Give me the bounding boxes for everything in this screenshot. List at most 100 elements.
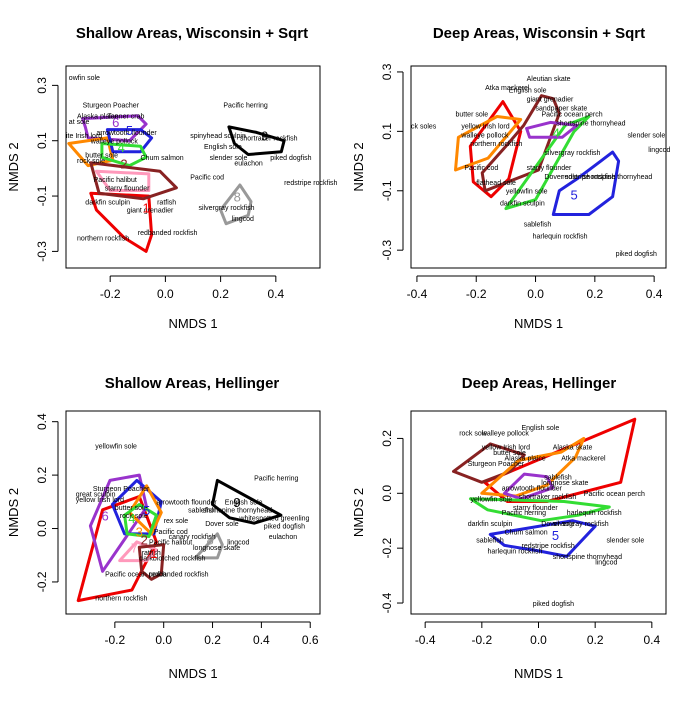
y-axis-label: NMDS 2 — [351, 142, 366, 191]
species-label: butter sole — [493, 450, 526, 457]
x-tick-label: 0.0 — [157, 287, 174, 301]
x-tick-label: 0.6 — [302, 633, 319, 647]
group-number-label: 5 — [570, 188, 577, 203]
species-label: longnose skate — [193, 545, 240, 552]
species-label: arrowtooth flounder — [96, 130, 157, 137]
group-number-label: 4 — [118, 140, 125, 155]
group-number-label: 6 — [101, 509, 108, 524]
y-axis-label: NMDS 2 — [351, 488, 366, 537]
species-label: rex sole — [164, 518, 189, 525]
x-tick-label: -0.2 — [105, 633, 126, 647]
group-hull-6 — [525, 120, 579, 139]
species-label: arrowtooth flounder — [502, 486, 563, 493]
species-label: shortspine thornyhead — [203, 508, 272, 515]
group-number-label: 2 — [141, 533, 148, 548]
x-tick-label: 0.2 — [204, 633, 221, 647]
species-label: Sturgeon Poacher — [468, 461, 525, 468]
plot-frame — [410, 65, 667, 269]
species-label: Atka mackerel — [485, 85, 530, 92]
group-number-label: 3 — [136, 525, 143, 540]
species-label: butter sole — [85, 152, 118, 159]
group-hull-3 — [480, 94, 561, 193]
species-label: shortraker rockfish — [240, 136, 298, 143]
x-tick-label: 0.2 — [212, 287, 229, 301]
species-label: rock sole — [459, 431, 487, 438]
species-label: butter sole — [115, 505, 148, 512]
group-hull-6 — [128, 484, 163, 536]
species-label: northern rockfish — [470, 141, 522, 148]
group-hull-1 — [468, 100, 523, 199]
group-number-label: 5 — [126, 123, 133, 138]
species-label: Chum salmon — [141, 155, 184, 162]
species-label: giant grenadier — [127, 208, 174, 215]
species-label: great sculpin — [76, 492, 116, 499]
species-label: at sole — [69, 119, 90, 126]
species-label: harlequin rockfish — [567, 510, 622, 517]
species-label: Pacific cod — [190, 175, 224, 182]
x-tick-label: 0.0 — [527, 287, 544, 301]
species-label: owfin sole — [69, 75, 100, 82]
species-label: shortraker rockfish — [519, 494, 577, 501]
species-label: Tanner crab — [107, 114, 144, 121]
group-hull-1 — [211, 478, 283, 525]
group-number-label: 4 — [553, 125, 560, 140]
species-label: redstripe rockfish — [562, 174, 615, 181]
species-label: Pacific herring — [502, 510, 546, 517]
y-tick-label: 0.0 — [380, 485, 394, 502]
species-label: walleye pollock — [90, 139, 139, 146]
species-label: redbanded rockfish — [149, 572, 209, 579]
species-label: piked dogfish — [270, 155, 311, 162]
group-number-label: 5 — [143, 503, 150, 518]
species-label: darkblotched rockfish — [139, 556, 205, 563]
species-label: yellow Irish lord — [461, 123, 509, 130]
species-label: darkfin sculpin — [468, 521, 513, 528]
species-label: sandpaper skate — [536, 106, 588, 113]
species-label: Dover sole — [205, 521, 239, 528]
species-label: darkfin sculpin — [500, 201, 545, 208]
species-label: Sturgeon Poacher — [83, 103, 140, 110]
species-label: English sole — [522, 425, 560, 432]
x-tick-label: -0.2 — [471, 633, 492, 647]
plot-frame — [65, 410, 321, 615]
y-tick-label: 0.0 — [35, 520, 49, 537]
x-tick-label: -0.2 — [100, 287, 121, 301]
species-label: Pacific ocean perch — [105, 572, 166, 579]
plot-title: Shallow Areas, Wisconsin + Sqrt — [76, 25, 308, 42]
group-hull-5 — [469, 497, 611, 523]
x-tick-label: 0.0 — [155, 633, 172, 647]
y-axis-label: NMDS 2 — [6, 488, 21, 537]
species-label: yellowfin sole — [506, 189, 548, 196]
species-label: redstripe rockfish — [284, 180, 337, 187]
species-label: sablefish — [524, 221, 552, 228]
species-label: eulachon — [234, 161, 263, 168]
y-tick-label: -0.2 — [380, 538, 394, 559]
group-number-label: 2 — [120, 156, 127, 171]
plot-title: Deep Areas, Wisconsin + Sqrt — [433, 25, 645, 42]
species-label: longnose skate — [541, 480, 588, 487]
group-hull-4 — [81, 114, 148, 143]
x-tick-label: 0.2 — [587, 633, 604, 647]
y-tick-label: -0.4 — [380, 592, 394, 613]
species-label: butter sole — [456, 112, 489, 119]
group-hull-4 — [551, 150, 621, 216]
species-label: piked dogfish — [264, 524, 305, 531]
group-hull-2 — [219, 183, 253, 226]
y-tick-label: 0.3 — [35, 77, 49, 94]
species-label: rock sole — [77, 158, 105, 165]
group-hull-6 — [488, 519, 597, 558]
y-tick-label: 0.3 — [380, 63, 394, 80]
species-label: Alaska plaice — [77, 114, 118, 121]
species-label: walleye pollock — [481, 431, 530, 438]
species-label: slender sole — [607, 538, 645, 545]
y-tick-label: 0.4 — [35, 413, 49, 430]
plot-panel-3: Shallow Areas, Hellinger yellowfin sole Pa… — [6, 375, 321, 681]
species-label: yellowfin sole — [95, 443, 137, 450]
group-hull-9 — [94, 169, 151, 192]
species-label: giant grenadier — [527, 97, 574, 104]
species-label: shortspine thornyhead — [553, 554, 622, 561]
plot-title: Deep Areas, Hellinger — [462, 375, 617, 392]
species-label: yellow Irish lord — [76, 497, 124, 504]
species-label: piked dogfish — [616, 251, 657, 258]
